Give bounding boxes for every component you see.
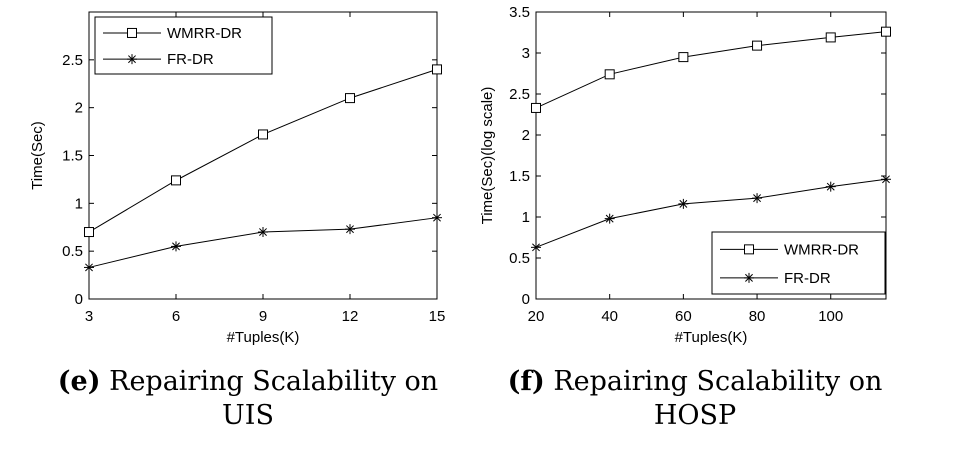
series-line (535, 31, 887, 109)
series-fr-dr (84, 212, 442, 273)
x-tick-label: 12 (342, 308, 359, 325)
data-point (531, 242, 541, 253)
data-point (432, 212, 442, 223)
legend-marker (744, 272, 754, 283)
data-point (881, 174, 891, 185)
caption-e-line-2: UIS (222, 400, 274, 431)
data-point (678, 198, 689, 209)
y-tick-label: 0 (75, 291, 83, 308)
x-tick-label: 80 (749, 308, 766, 325)
y-tick-label: 0.5 (62, 243, 83, 260)
y-tick-label: 0.5 (509, 250, 530, 267)
series-fr-dr (531, 174, 891, 253)
x-tick-label: 9 (259, 308, 267, 325)
legend: WMRR-DR FR-DR (94, 16, 273, 75)
legend-box (94, 16, 273, 75)
y-tick-label: 2 (522, 127, 530, 144)
data-point (604, 69, 615, 80)
y-tick-label: 3.5 (509, 4, 530, 21)
caption-f-line-1: Repairing Scalability on (553, 366, 883, 397)
legend-item: WMRR-DR (720, 241, 859, 258)
x-tick-label: 3 (85, 308, 93, 325)
series-wmrr-dr (531, 26, 891, 113)
x-axis-label: #Tuples(K) (227, 329, 300, 346)
legend-marker (744, 244, 754, 255)
legend-item: WMRR-DR (103, 25, 242, 42)
data-point (258, 227, 268, 238)
x-tick-label: 15 (429, 308, 446, 325)
legend-label: WMRR-DR (784, 241, 859, 258)
data-point (84, 262, 94, 273)
legend-label: WMRR-DR (167, 25, 242, 42)
series-line (535, 178, 887, 248)
y-axis-label: Time(Sec) (29, 121, 46, 190)
caption-f-letter: (f) (507, 366, 545, 397)
legend-label: FR-DR (784, 270, 831, 287)
legend-item: FR-DR (103, 51, 214, 68)
data-point (678, 52, 689, 63)
data-point (881, 26, 891, 37)
y-tick-label: 1 (75, 195, 83, 212)
y-tick-label: 1 (522, 209, 530, 226)
y-tick-label: 1.5 (509, 168, 530, 185)
series-line (88, 217, 438, 268)
x-tick-label: 20 (528, 308, 545, 325)
chart-e: 3 6 9 12 15 0 0.5 1 1.5 2 2.5 #Tuples(K) Time(Sec) WM… (29, 11, 446, 346)
x-tick-label: 60 (675, 308, 692, 325)
data-point (258, 129, 268, 140)
legend-label: FR-DR (167, 51, 214, 68)
caption-e-letter: (e) (57, 366, 101, 397)
data-point (531, 102, 541, 113)
data-point (752, 40, 763, 51)
plot-frame (535, 11, 887, 300)
legend-item: FR-DR (720, 270, 831, 287)
caption-f: (f) Repairing Scalability on HOSP (475, 365, 915, 433)
x-tick-label: 100 (818, 308, 843, 325)
data-point (825, 181, 836, 192)
data-point (171, 175, 181, 186)
y-tick-label: 3 (522, 45, 530, 62)
series-wmrr-dr (84, 64, 442, 238)
data-point (84, 227, 94, 238)
data-point (345, 93, 355, 104)
data-point (825, 32, 836, 43)
y-tick-label: 2.5 (509, 86, 530, 103)
caption-f-line-2: HOSP (653, 400, 737, 431)
data-point (752, 193, 763, 204)
data-point (345, 224, 355, 235)
caption-e-line-1: Repairing Scalability on (109, 366, 439, 397)
y-axis-label: Time(Sec)(log scale) (479, 87, 496, 225)
data-point (604, 213, 615, 224)
legend-marker (127, 54, 137, 65)
data-point (432, 64, 442, 75)
chart-f: 20 40 60 80 100 0 0.5 1 1.5 2 2.5 3 3.5 #Tuples(K) Tim… (479, 4, 891, 346)
series-line (88, 68, 438, 233)
data-point (171, 241, 181, 252)
legend-marker (127, 27, 137, 38)
caption-e: (e) Repairing Scalability on UIS (28, 365, 468, 433)
y-tick-label: 0 (522, 291, 530, 308)
x-axis-label: #Tuples(K) (675, 329, 748, 346)
legend: WMRR-DR FR-DR (711, 231, 886, 295)
y-tick-label: 1.5 (62, 148, 83, 165)
x-tick-label: 40 (601, 308, 618, 325)
y-tick-label: 2 (75, 100, 83, 117)
legend-box (711, 231, 886, 295)
y-tick-label: 2.5 (62, 52, 83, 69)
x-tick-label: 6 (172, 308, 180, 325)
